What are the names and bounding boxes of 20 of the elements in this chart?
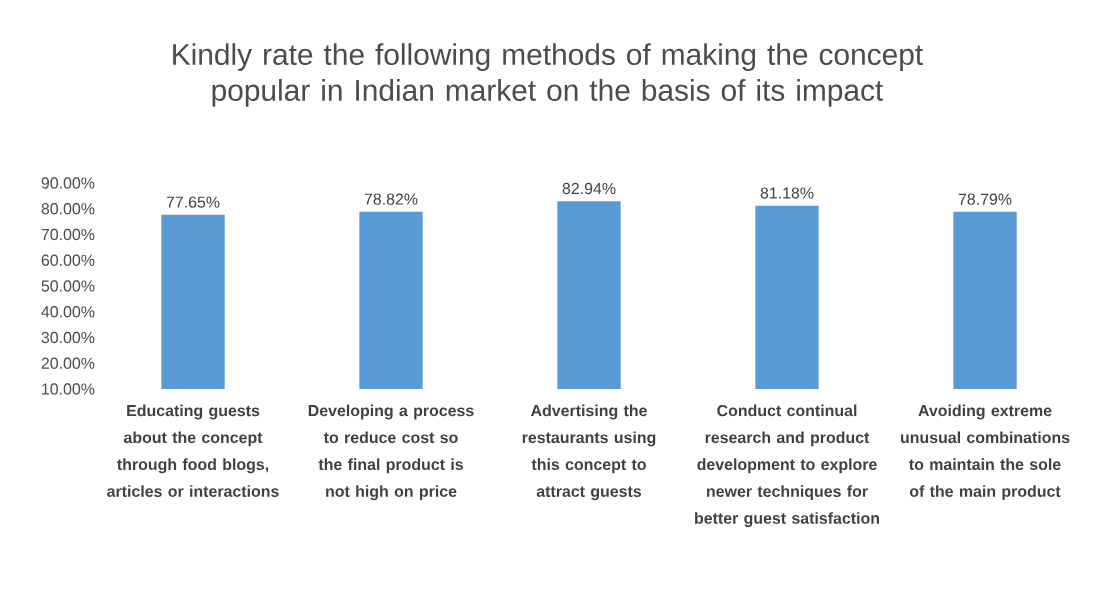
data-label: 78.79% <box>958 193 1012 205</box>
data-label: 82.94% <box>562 182 616 195</box>
y-tick-label: 60.00% <box>41 254 95 266</box>
y-tick-label: 10.00% <box>42 383 95 395</box>
x-tick-label: Advertising the restaurants using this concept to attract guests <box>522 404 656 501</box>
chart-title: Kindly rate the following methods of making the concept popular in Indian market on the basis of its impact <box>173 43 923 107</box>
data-label: 81.18% <box>760 187 814 199</box>
y-tick-label: 70.00% <box>41 228 95 241</box>
y-tick-label: 30.00% <box>41 331 95 344</box>
y-tick-label: 20.00% <box>41 357 95 369</box>
x-tick-label: Educating guests about the concept through food blogs, articles or interactions <box>107 404 279 497</box>
data-label: 78.82% <box>364 193 418 205</box>
x-tick-label: Avoiding extreme unusual combinations to maintain the sole of the main product <box>900 404 1070 501</box>
y-tick-label: 40.00% <box>41 306 95 318</box>
y-tick-label: 90.00% <box>41 177 95 189</box>
y-tick-label: 50.00% <box>41 280 95 292</box>
x-tick-label: Conduct continual research and product development to explore newer techniques for better guest satisfaction <box>695 404 879 528</box>
y-tick-label: 80.00% <box>41 203 95 215</box>
x-tick-label: Developing a process to reduce cost so the final product is not high on price <box>308 404 474 501</box>
data-label: 77.65% <box>166 196 220 208</box>
